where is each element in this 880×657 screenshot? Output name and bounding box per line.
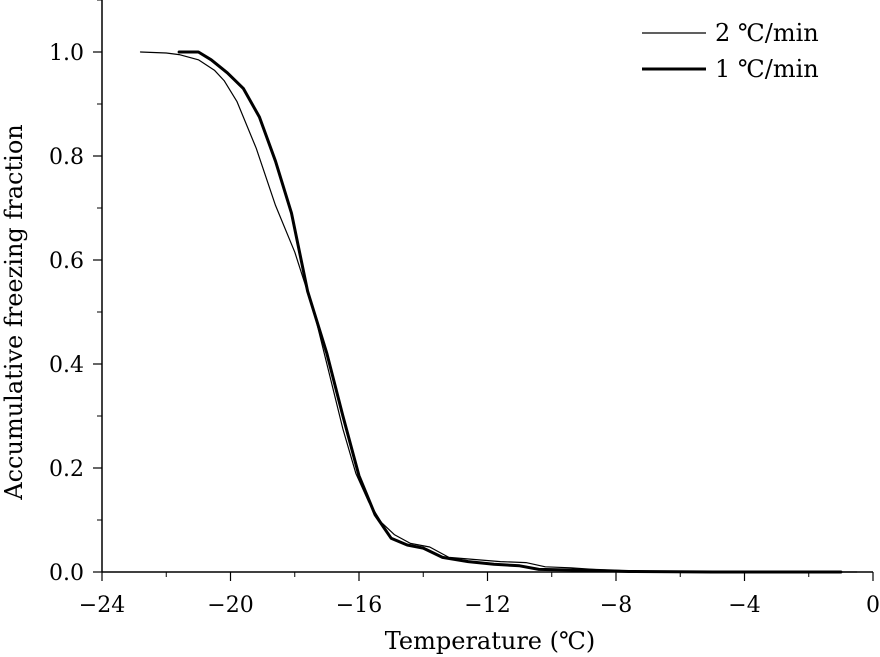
series-line-2-c-per-min (139, 51, 858, 573)
series-line-1-c-per-min (177, 50, 843, 574)
y-tick-label: 0.4 (49, 353, 84, 378)
x-axis-title: Temperature (℃) (385, 627, 595, 655)
y-tick-label: 1.0 (49, 41, 84, 66)
legend-label-2-c-per-min: 2 ℃/min (715, 19, 819, 47)
x-tick-label: −4 (728, 593, 760, 618)
x-axis-ticks: −24 −20 −16 −12 −8 −4 0 (79, 572, 880, 618)
y-tick-label: 0.2 (49, 457, 84, 482)
legend: 2 ℃/min 1 ℃/min (642, 19, 819, 83)
x-tick-label: −20 (207, 593, 253, 618)
y-tick-label: 0.0 (49, 561, 84, 586)
y-axis-ticks: 0.0 0.2 0.4 0.6 0.8 1.0 (49, 0, 102, 586)
y-axis-title: Accumulative freezing fraction (0, 124, 28, 500)
x-tick-label: −16 (336, 593, 382, 618)
x-tick-label: 0 (866, 593, 880, 618)
x-tick-label: −12 (464, 593, 510, 618)
legend-label-1-c-per-min: 1 ℃/min (715, 55, 819, 83)
x-tick-label: −24 (79, 593, 125, 618)
series-layer (139, 50, 858, 574)
y-tick-label: 0.8 (49, 145, 84, 170)
plot-frame (101, 0, 873, 573)
y-tick-label: 0.6 (49, 249, 84, 274)
x-tick-label: −8 (600, 593, 632, 618)
